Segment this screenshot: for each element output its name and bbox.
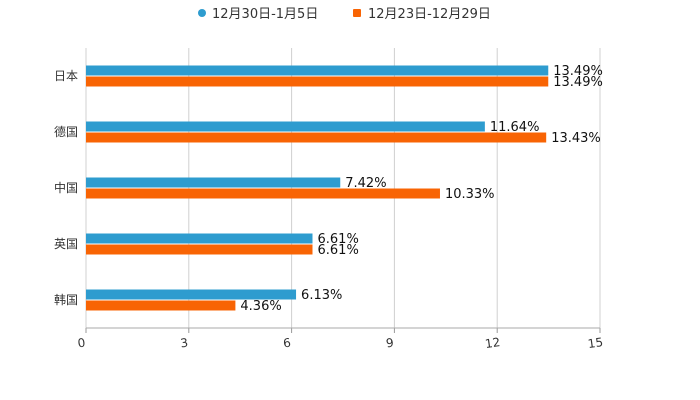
x-tick-label: 12 — [484, 335, 501, 351]
bar-series-2[interactable] — [86, 132, 547, 143]
bar-series-1[interactable] — [86, 289, 297, 300]
data-label: 4.36% — [240, 299, 281, 314]
x-tick-label: 3 — [179, 336, 189, 351]
category-label: 中国 — [54, 180, 78, 195]
category-label: 韩国 — [54, 292, 78, 307]
bar-series-2[interactable] — [86, 76, 549, 87]
category-label: 英国 — [54, 237, 78, 251]
category-label: 日本 — [54, 69, 78, 83]
data-label: 13.49% — [553, 75, 603, 90]
bar-series-2[interactable] — [86, 244, 313, 255]
legend-label: 12月30日-1月5日 — [212, 7, 318, 22]
data-label: 11.64% — [490, 120, 540, 135]
data-label: 6.61% — [318, 232, 359, 247]
bar-series-2[interactable] — [86, 188, 440, 199]
bar-series-1[interactable] — [86, 177, 341, 188]
legend-marker — [198, 9, 206, 17]
bar-series-2[interactable] — [86, 300, 236, 311]
x-tick-label: 15 — [587, 335, 604, 351]
legend-marker — [353, 9, 361, 17]
data-label: 13.49% — [553, 64, 603, 79]
x-tick-label: 0 — [77, 336, 87, 351]
legend-label: 12月23日-12月29日 — [368, 7, 491, 22]
bar-series-1[interactable] — [86, 65, 549, 76]
bar-series-1[interactable] — [86, 121, 485, 132]
bars: 13.49%13.49% 11.64% 13.43% 7.42% 10.33% 6.61%… — [86, 64, 603, 314]
data-label: 7.42% — [345, 176, 386, 191]
x-tick-label: 9 — [385, 336, 395, 351]
x-axis: 0 3 6 9 12 15 — [77, 327, 604, 351]
data-label: 10.33% — [445, 187, 495, 202]
data-label: 6.13% — [301, 288, 342, 303]
legend: 12月30日-1月5日 12月23日-12月29日 — [198, 7, 491, 22]
category-label: 德国 — [54, 124, 78, 139]
x-tick-label: 6 — [282, 336, 292, 351]
legend-item-series-1[interactable]: 12月30日-1月5日 — [198, 7, 318, 22]
data-label: 13.43% — [551, 131, 601, 146]
legend-item-series-2[interactable]: 12月23日-12月29日 — [353, 7, 491, 22]
data-label: 6.61% — [318, 243, 359, 258]
bar-series-1[interactable] — [86, 233, 313, 244]
gridlines — [85, 48, 601, 328]
